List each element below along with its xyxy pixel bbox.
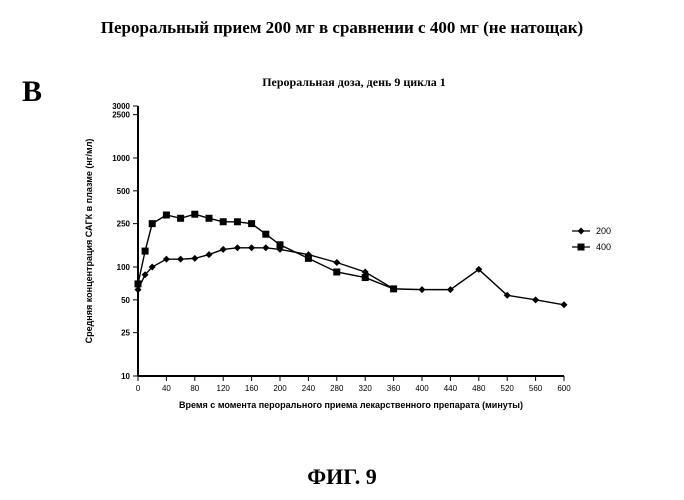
svg-text:1000: 1000 xyxy=(112,154,130,163)
svg-text:250: 250 xyxy=(117,220,131,229)
svg-text:240: 240 xyxy=(302,384,316,393)
svg-text:50: 50 xyxy=(121,296,130,305)
svg-text:520: 520 xyxy=(501,384,515,393)
svg-text:560: 560 xyxy=(529,384,543,393)
svg-text:Средняя концентрация САГК в пл: Средняя концентрация САГК в плазме (нг/м… xyxy=(84,139,94,344)
chart-svg: 0 40 80 120 160 200 240 280 320 360 400 440 480 520 56… xyxy=(74,96,634,426)
svg-text:360: 360 xyxy=(387,384,401,393)
figure-caption: ФИГ. 9 xyxy=(0,464,684,490)
svg-text:3000: 3000 xyxy=(112,102,130,111)
svg-text:440: 440 xyxy=(444,384,458,393)
svg-text:600: 600 xyxy=(557,384,571,393)
panel-letter: B xyxy=(22,75,42,109)
svg-text:200: 200 xyxy=(273,384,287,393)
svg-text:120: 120 xyxy=(217,384,231,393)
svg-text:200: 200 xyxy=(596,226,611,236)
svg-text:320: 320 xyxy=(359,384,373,393)
svg-text:400: 400 xyxy=(596,242,611,252)
svg-text:Время с момента перорального п: Время с момента перорального приема лека… xyxy=(179,400,523,410)
svg-text:0: 0 xyxy=(136,384,141,393)
svg-text:400: 400 xyxy=(415,384,429,393)
figure-page: Пероральный прием 200 мг в сравнении с 4… xyxy=(0,0,684,500)
svg-text:40: 40 xyxy=(162,384,171,393)
svg-text:25: 25 xyxy=(121,329,130,338)
main-title: Пероральный прием 200 мг в сравнении с 4… xyxy=(0,18,684,38)
svg-text:160: 160 xyxy=(245,384,259,393)
svg-text:2500: 2500 xyxy=(112,111,130,120)
chart-title: Пероральная доза, день 9 цикла 1 xyxy=(74,75,634,90)
chart-container: Пероральная доза, день 9 цикла 1 0 40 80 12… xyxy=(74,75,634,435)
svg-text:500: 500 xyxy=(117,187,131,196)
svg-text:480: 480 xyxy=(472,384,486,393)
svg-text:80: 80 xyxy=(190,384,199,393)
svg-text:280: 280 xyxy=(330,384,344,393)
svg-text:100: 100 xyxy=(117,263,131,272)
svg-text:10: 10 xyxy=(121,372,130,381)
